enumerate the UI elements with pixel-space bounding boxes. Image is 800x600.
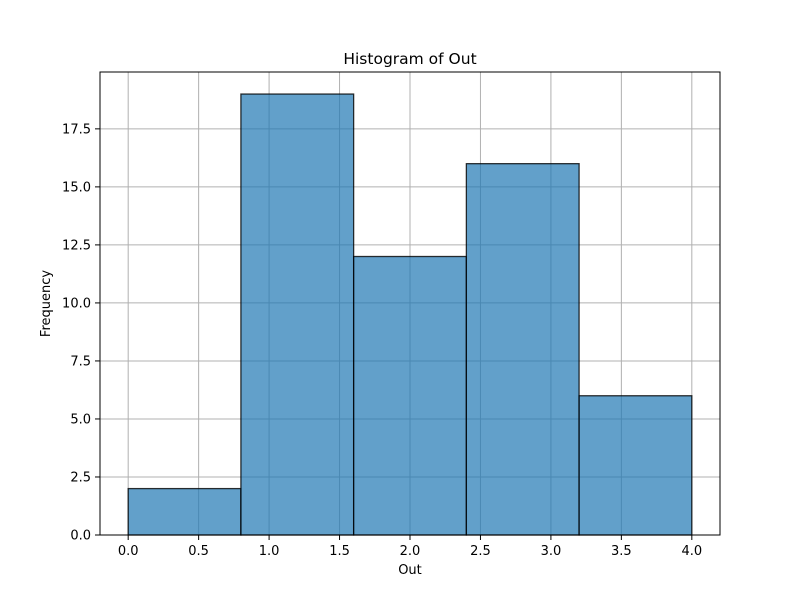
x-tick-label: 3.0 (541, 544, 562, 559)
y-tick-label: 17.5 (62, 122, 91, 137)
x-tick-label: 2.0 (400, 544, 421, 559)
x-tick-label: 3.5 (611, 544, 632, 559)
histogram-bar (465, 163, 580, 536)
y-tick-label: 12.5 (62, 238, 91, 253)
y-tick-label: 10.0 (62, 296, 91, 311)
y-axis-label: Frequency (39, 270, 54, 337)
histogram-bar (578, 395, 693, 536)
x-axis-ticks: 0.0 0.5 1.0 1.5 2.0 2.5 3.0 3.5 4.0 (118, 535, 702, 559)
histogram-bar (240, 93, 355, 536)
histogram-bars (127, 93, 693, 536)
y-tick-label: 15.0 (62, 180, 91, 195)
x-tick-label: 1.0 (259, 544, 280, 559)
x-tick-label: 0.5 (188, 544, 209, 559)
y-tick-label: 5.0 (70, 412, 91, 427)
x-axis-label: Out (398, 563, 422, 578)
chart-title: Histogram of Out (343, 50, 476, 68)
y-tick-label: 7.5 (70, 354, 91, 369)
x-tick-label: 1.5 (329, 544, 350, 559)
histogram-bar (127, 487, 242, 536)
x-tick-label: 4.0 (681, 544, 702, 559)
y-tick-label: 2.5 (70, 470, 91, 485)
x-tick-label: 0.0 (118, 544, 139, 559)
x-tick-label: 2.5 (470, 544, 491, 559)
histogram-bar (352, 255, 468, 536)
y-tick-label: 0.0 (70, 529, 91, 544)
y-axis-ticks: 0.0 2.5 5.0 7.5 10.0 12.5 15.0 17.5 (62, 122, 100, 544)
